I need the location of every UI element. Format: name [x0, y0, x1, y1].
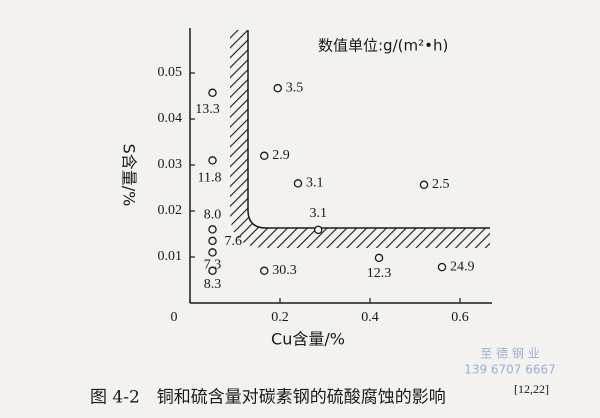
point: [208, 156, 217, 165]
rate-label: 11.8: [198, 171, 222, 186]
x-tick-label: 0.2: [271, 310, 289, 325]
point: [437, 262, 447, 272]
rate-label: 8.3: [204, 277, 222, 292]
point: [313, 225, 323, 235]
y-tick-label: 0.03: [158, 157, 183, 172]
x-tick-label: 0.6: [451, 310, 469, 325]
hatched-boundary: [230, 30, 490, 248]
point: [208, 248, 217, 257]
rate-label: 8.0: [204, 208, 222, 223]
point: [259, 151, 269, 161]
point: [419, 180, 429, 190]
watermark: 139 6707 6667: [464, 363, 556, 377]
rate-label: 7.3: [204, 258, 222, 273]
rate-label: 2.9: [272, 148, 290, 163]
x-tick-label: 0: [171, 310, 178, 325]
rate-label: 3.1: [310, 206, 328, 221]
y-axis-label: S含量/%: [120, 144, 139, 207]
rate-label: 3.1: [306, 176, 324, 191]
rate-label: 7.6: [225, 234, 243, 249]
watermark: 至 德 钢 业: [480, 346, 539, 361]
caption-ref: [12,22]: [514, 382, 549, 396]
caption: 图 4-2 铜和硫含量对碳素钢的硫酸腐蚀的影响: [90, 388, 446, 408]
point: [259, 266, 269, 276]
point: [374, 253, 384, 263]
boundary-line: [247, 30, 490, 229]
rate-label: 30.3: [272, 263, 297, 278]
y-tick-label: 0.02: [158, 203, 183, 218]
rate-label: 24.9: [450, 259, 475, 274]
point: [208, 266, 217, 276]
rate-label: 3.5: [286, 80, 304, 95]
point: [208, 225, 217, 234]
unit-note: 数值单位:g/(m²•h): [318, 37, 448, 55]
rate-label: 2.5: [432, 177, 450, 192]
y-tick-label: 0.04: [158, 111, 183, 126]
point: [293, 179, 303, 188]
rate-label: 13.3: [195, 102, 220, 117]
point: [208, 236, 217, 246]
y-tick-label: 0.05: [158, 65, 183, 80]
point: [273, 83, 282, 93]
point: [208, 88, 217, 98]
x-tick-label: 0.4: [361, 310, 379, 325]
y-tick-label: 0.01: [158, 249, 183, 264]
x-axis-label: Cu含量/%: [271, 330, 345, 349]
rate-label: 12.3: [367, 266, 392, 281]
